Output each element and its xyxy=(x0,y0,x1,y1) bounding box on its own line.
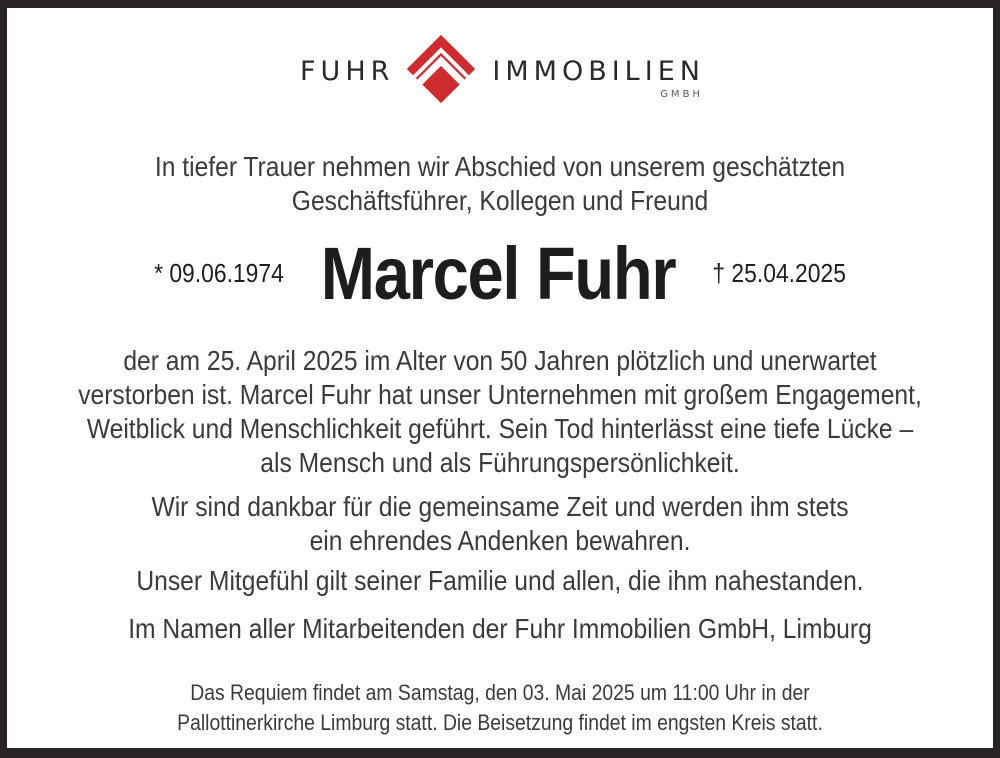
paragraph-obituary: der am 25. April 2025 im Alter von 50 Ja… xyxy=(66,344,934,480)
paragraph-gratitude: Wir sind dankbar für die gemeinsame Zeit… xyxy=(66,490,934,558)
text-line: Unser Mitgefühl gilt seiner Familie und … xyxy=(136,565,864,596)
birth-date: * 09.06.1974 xyxy=(154,257,284,288)
logo-right-block: IMMOBILIEN GMBH xyxy=(492,56,700,100)
logo-diamond-icon xyxy=(406,34,476,104)
deceased-name: Marcel Fuhr xyxy=(320,231,677,315)
name-row: * 09.06.1974 Marcel Fuhr † 25.04.2025 xyxy=(66,232,934,315)
intro-line: Geschäftsführer, Kollegen und Freund xyxy=(291,185,709,216)
intro-line: In tiefer Trauer nehmen wir Abschied von… xyxy=(154,151,846,182)
text-line: Weitblick und Menschlichkeit geführt. Se… xyxy=(86,413,914,444)
intro-text: In tiefer Trauer nehmen wir Abschied von… xyxy=(66,150,934,218)
text-line: verstorben ist. Marcel Fuhr hat unser Un… xyxy=(78,379,922,410)
text-line: Im Namen aller Mitarbeitenden der Fuhr I… xyxy=(128,613,872,644)
text-line: der am 25. April 2025 im Alter von 50 Ja… xyxy=(123,345,877,376)
text-line: ein ehrendes Andenken bewahren. xyxy=(309,525,691,556)
text-line: Wir sind dankbar für die gemeinsame Zeit… xyxy=(151,491,849,522)
paragraph-signature: Im Namen aller Mitarbeitenden der Fuhr I… xyxy=(66,612,934,646)
logo-text-fuhr: FUHR xyxy=(300,56,395,87)
text-line: Pallottinerkirche Limburg statt. Die Bei… xyxy=(177,710,823,735)
death-date: † 25.04.2025 xyxy=(712,257,846,288)
paragraph-funeral-info: Das Requiem findet am Samstag, den 03. M… xyxy=(66,678,934,738)
company-logo: FUHR IMMOBILIEN GMBH xyxy=(7,34,993,104)
logo-text-immobilien: IMMOBILIEN xyxy=(492,56,705,87)
text-line: als Mensch und als Führungspersönlichkei… xyxy=(260,447,740,478)
logo-text-gmbh: GMBH xyxy=(660,89,703,100)
text-line: Das Requiem findet am Samstag, den 03. M… xyxy=(190,680,810,705)
paragraph-condolence: Unser Mitgefühl gilt seiner Familie und … xyxy=(66,564,934,598)
